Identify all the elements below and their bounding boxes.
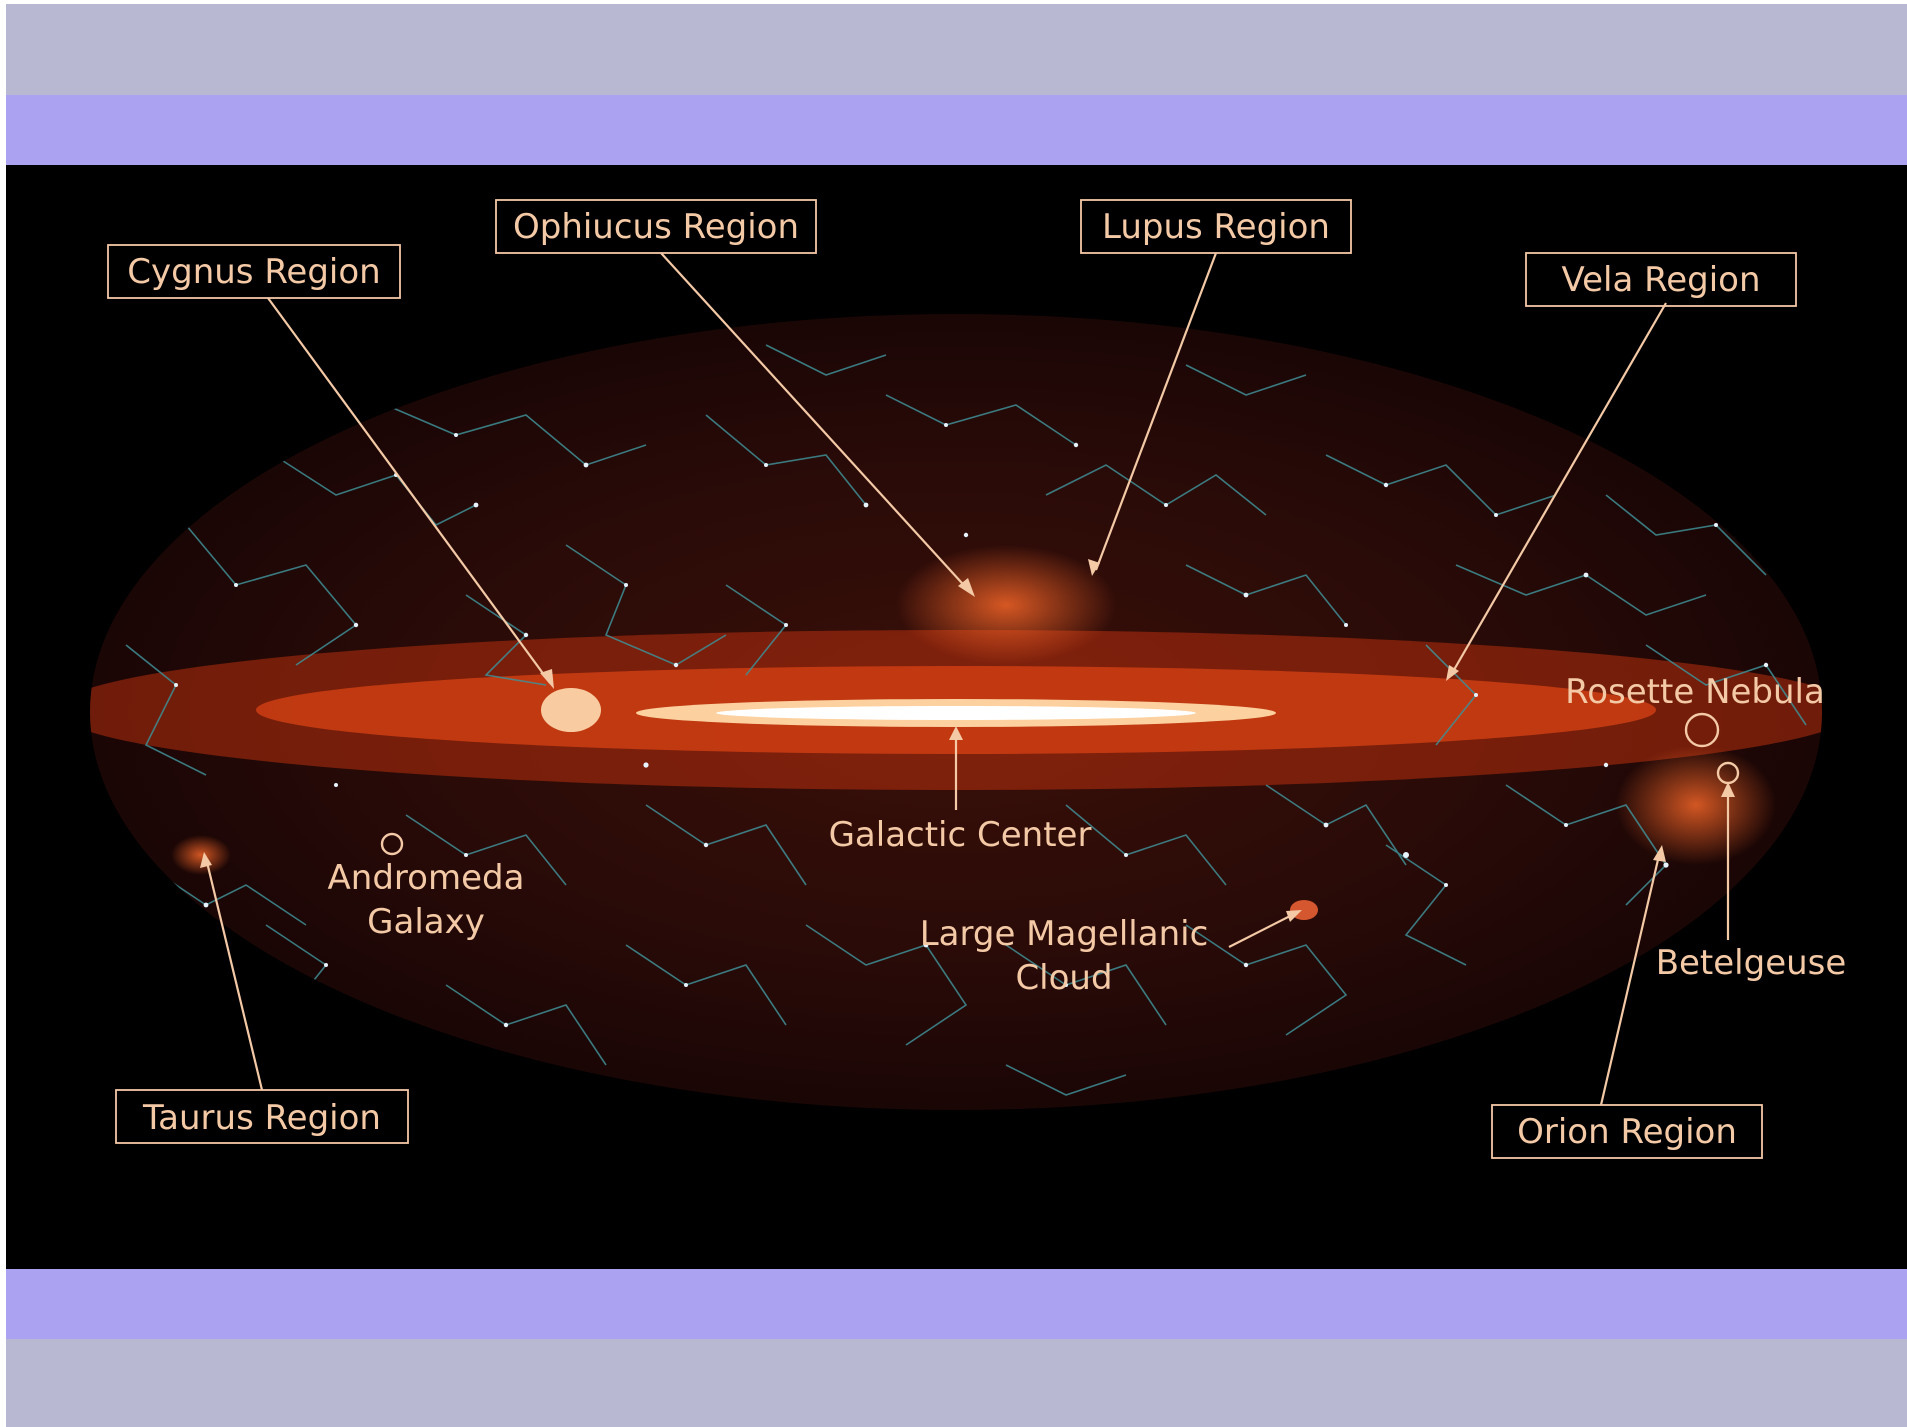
rosette-marker [1684, 712, 1720, 748]
leader-lines [204, 252, 1730, 1106]
lmc-label-line1: Large Magellanic [920, 914, 1209, 954]
constellation-lines [125, 344, 1807, 1096]
cygnus-bright-spot [541, 688, 601, 732]
taurus-label-box [115, 1089, 409, 1144]
ophiucus-label-box [495, 199, 817, 254]
label-boxes [107, 199, 1797, 1159]
all-sky-map: Cygnus Region Ophiucus Region Lupus Regi… [90, 199, 1847, 1159]
galactic-center-label: Galactic Center [829, 815, 1092, 855]
lmc-label-line2: Cloud [1015, 958, 1112, 998]
ophiucus-label: Ophiucus Region [513, 207, 799, 247]
bottom-outer-band [6, 1339, 1907, 1427]
milky-way-core [716, 706, 1196, 720]
star-field [174, 423, 1818, 1028]
bottom-accent-band [6, 1269, 1907, 1339]
sky-map-panel: Cygnus Region Ophiucus Region Lupus Regi… [6, 165, 1907, 1269]
betelgeuse-label: Betelgeuse [1656, 943, 1847, 983]
cygnus-label: Cygnus Region [127, 252, 380, 292]
orion-glow [1616, 745, 1776, 865]
taurus-glow [171, 835, 231, 875]
markers [380, 712, 1740, 856]
orion-label: Orion Region [1517, 1112, 1737, 1152]
orion-label-box [1491, 1104, 1763, 1159]
top-outer-band [6, 4, 1907, 95]
top-accent-band [6, 95, 1907, 165]
lupus-label-box [1080, 199, 1352, 254]
vela-label: Vela Region [1561, 260, 1760, 300]
rosette-label: Rosette Nebula [1565, 672, 1825, 712]
ophiucus-cloud [896, 545, 1116, 665]
andromeda-marker [380, 832, 404, 856]
andromeda-label-line1: Andromeda [328, 858, 525, 898]
lupus-label: Lupus Region [1102, 207, 1330, 247]
cygnus-label-box [107, 244, 401, 299]
taurus-label: Taurus Region [142, 1098, 381, 1138]
vela-label-box [1525, 252, 1797, 307]
betelgeuse-marker [1716, 761, 1740, 785]
andromeda-label-line2: Galaxy [367, 902, 485, 942]
arrowheads [200, 559, 1735, 922]
